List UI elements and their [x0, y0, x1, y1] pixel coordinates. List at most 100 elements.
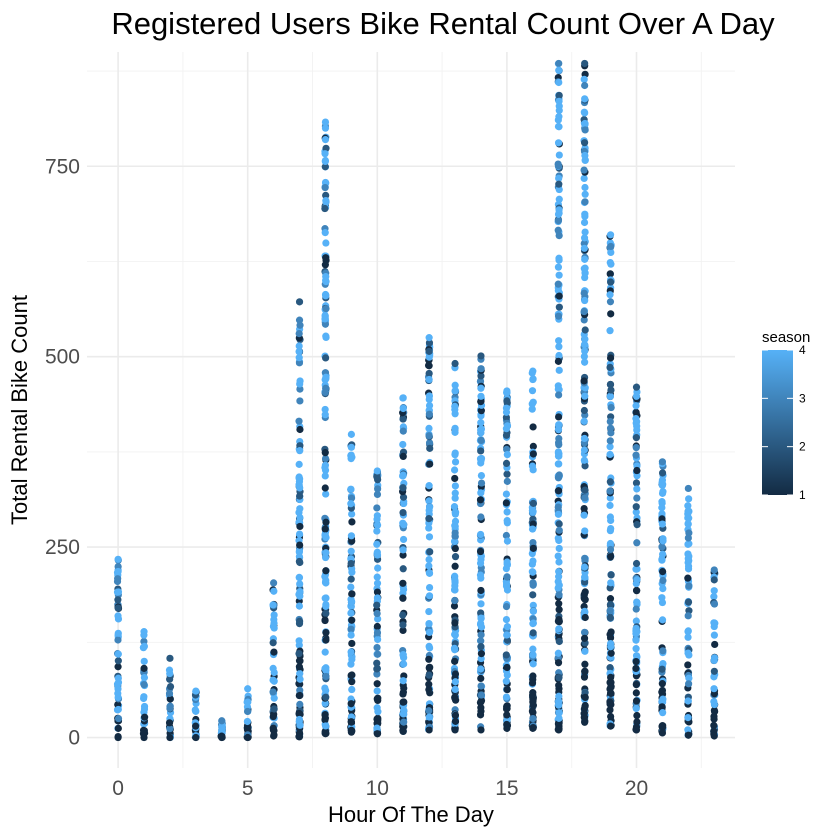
- scatter-point: [347, 583, 355, 591]
- scatter-point: [114, 733, 122, 742]
- scatter-point: [321, 314, 329, 323]
- scatter-point: [192, 733, 200, 742]
- scatter-point: [451, 359, 459, 368]
- scatter-point: [685, 680, 693, 688]
- scatter-point: [399, 698, 407, 706]
- scatter-point: [322, 600, 330, 609]
- scatter-point: [633, 598, 641, 606]
- scatter-point: [554, 659, 563, 667]
- scatter-point: [659, 709, 667, 717]
- scatter-point: [606, 380, 615, 389]
- scatter-point: [141, 713, 149, 721]
- scatter-point: [322, 332, 330, 340]
- scatter-point: [529, 367, 537, 375]
- scatter-point: [399, 493, 408, 501]
- scatter-point: [347, 609, 355, 617]
- scatter-point: [348, 537, 356, 545]
- scatter-point: [373, 573, 381, 581]
- scatter-point: [632, 645, 640, 653]
- scatter-point: [632, 689, 640, 697]
- scatter-point: [399, 690, 407, 698]
- scatter-point: [373, 643, 381, 652]
- scatter-point: [632, 479, 641, 487]
- scatter-point: [450, 602, 459, 610]
- scatter-point: [322, 198, 330, 206]
- scatter-point: [450, 537, 459, 545]
- scatter-point: [347, 671, 355, 680]
- scatter-point: [529, 629, 537, 637]
- scatter-point: [529, 714, 537, 723]
- scatter-point: [452, 508, 460, 516]
- scatter-point: [296, 522, 304, 531]
- scatter-point: [658, 729, 667, 737]
- scatter-point: [632, 559, 641, 568]
- scatter-point: [399, 579, 407, 587]
- scatter-point: [321, 320, 330, 328]
- scatter-point: [322, 672, 330, 681]
- scatter-point: [373, 629, 382, 637]
- scatter-point: [321, 449, 329, 457]
- scatter-point: [503, 711, 511, 719]
- scatter-point: [529, 691, 537, 699]
- scatter-point: [555, 195, 563, 203]
- scatter-point: [113, 680, 122, 688]
- scatter-point: [632, 605, 640, 613]
- scatter-point: [684, 661, 692, 669]
- scatter-point: [581, 462, 589, 470]
- scatter-point: [580, 174, 588, 182]
- scatter-point: [555, 625, 563, 633]
- scatter-point: [529, 645, 537, 653]
- scatter-point: [347, 430, 355, 438]
- scatter-point: [502, 677, 510, 685]
- scatter-point: [373, 504, 381, 512]
- scatter-point: [477, 619, 485, 628]
- scatter-point: [658, 510, 666, 518]
- scatter-point: [399, 535, 408, 544]
- scatter-point: [581, 109, 589, 117]
- scatter-point: [347, 631, 355, 639]
- scatter-point: [658, 520, 666, 528]
- scatter-point: [528, 462, 537, 470]
- scatter-point: [322, 576, 330, 585]
- scatter-point: [451, 381, 459, 389]
- scatter-point: [710, 631, 718, 639]
- scatter-point: [373, 490, 382, 499]
- scatter-point: [373, 659, 381, 667]
- scatter-point: [321, 699, 329, 707]
- scatter-point: [659, 567, 667, 576]
- scatter-point: [684, 612, 692, 620]
- scatter-point: [114, 693, 122, 702]
- scatter-point: [607, 248, 615, 257]
- scatter-point: [425, 375, 433, 384]
- scatter-point: [555, 701, 563, 709]
- scatter-point: [425, 401, 434, 410]
- scatter-point: [269, 601, 277, 609]
- scatter-point: [451, 619, 459, 627]
- scatter-point: [321, 163, 329, 171]
- scatter-point: [295, 602, 304, 610]
- scatter-point: [580, 446, 589, 454]
- scatter-point: [425, 685, 433, 694]
- scatter-point: [502, 564, 510, 573]
- scatter-point: [425, 680, 433, 688]
- scatter-point: [555, 337, 563, 345]
- scatter-point: [399, 651, 407, 659]
- scatter-point: [451, 458, 460, 466]
- scatter-point: [451, 532, 459, 540]
- scatter-point: [581, 613, 589, 622]
- scatter-point: [555, 206, 563, 214]
- scatter-point: [554, 217, 563, 225]
- scatter-point: [581, 121, 589, 129]
- scatter-point: [451, 553, 460, 561]
- scatter-point: [555, 59, 563, 68]
- scatter-point: [529, 601, 537, 609]
- scatter-point: [554, 426, 563, 434]
- scatter-point: [140, 693, 148, 701]
- scatter-point: [659, 550, 667, 558]
- scatter-point: [477, 643, 485, 651]
- scatter-point: [476, 547, 485, 556]
- scatter-point: [322, 384, 330, 392]
- scatter-point: [322, 594, 330, 602]
- scatter-point: [295, 347, 303, 356]
- scatter-point: [632, 414, 640, 423]
